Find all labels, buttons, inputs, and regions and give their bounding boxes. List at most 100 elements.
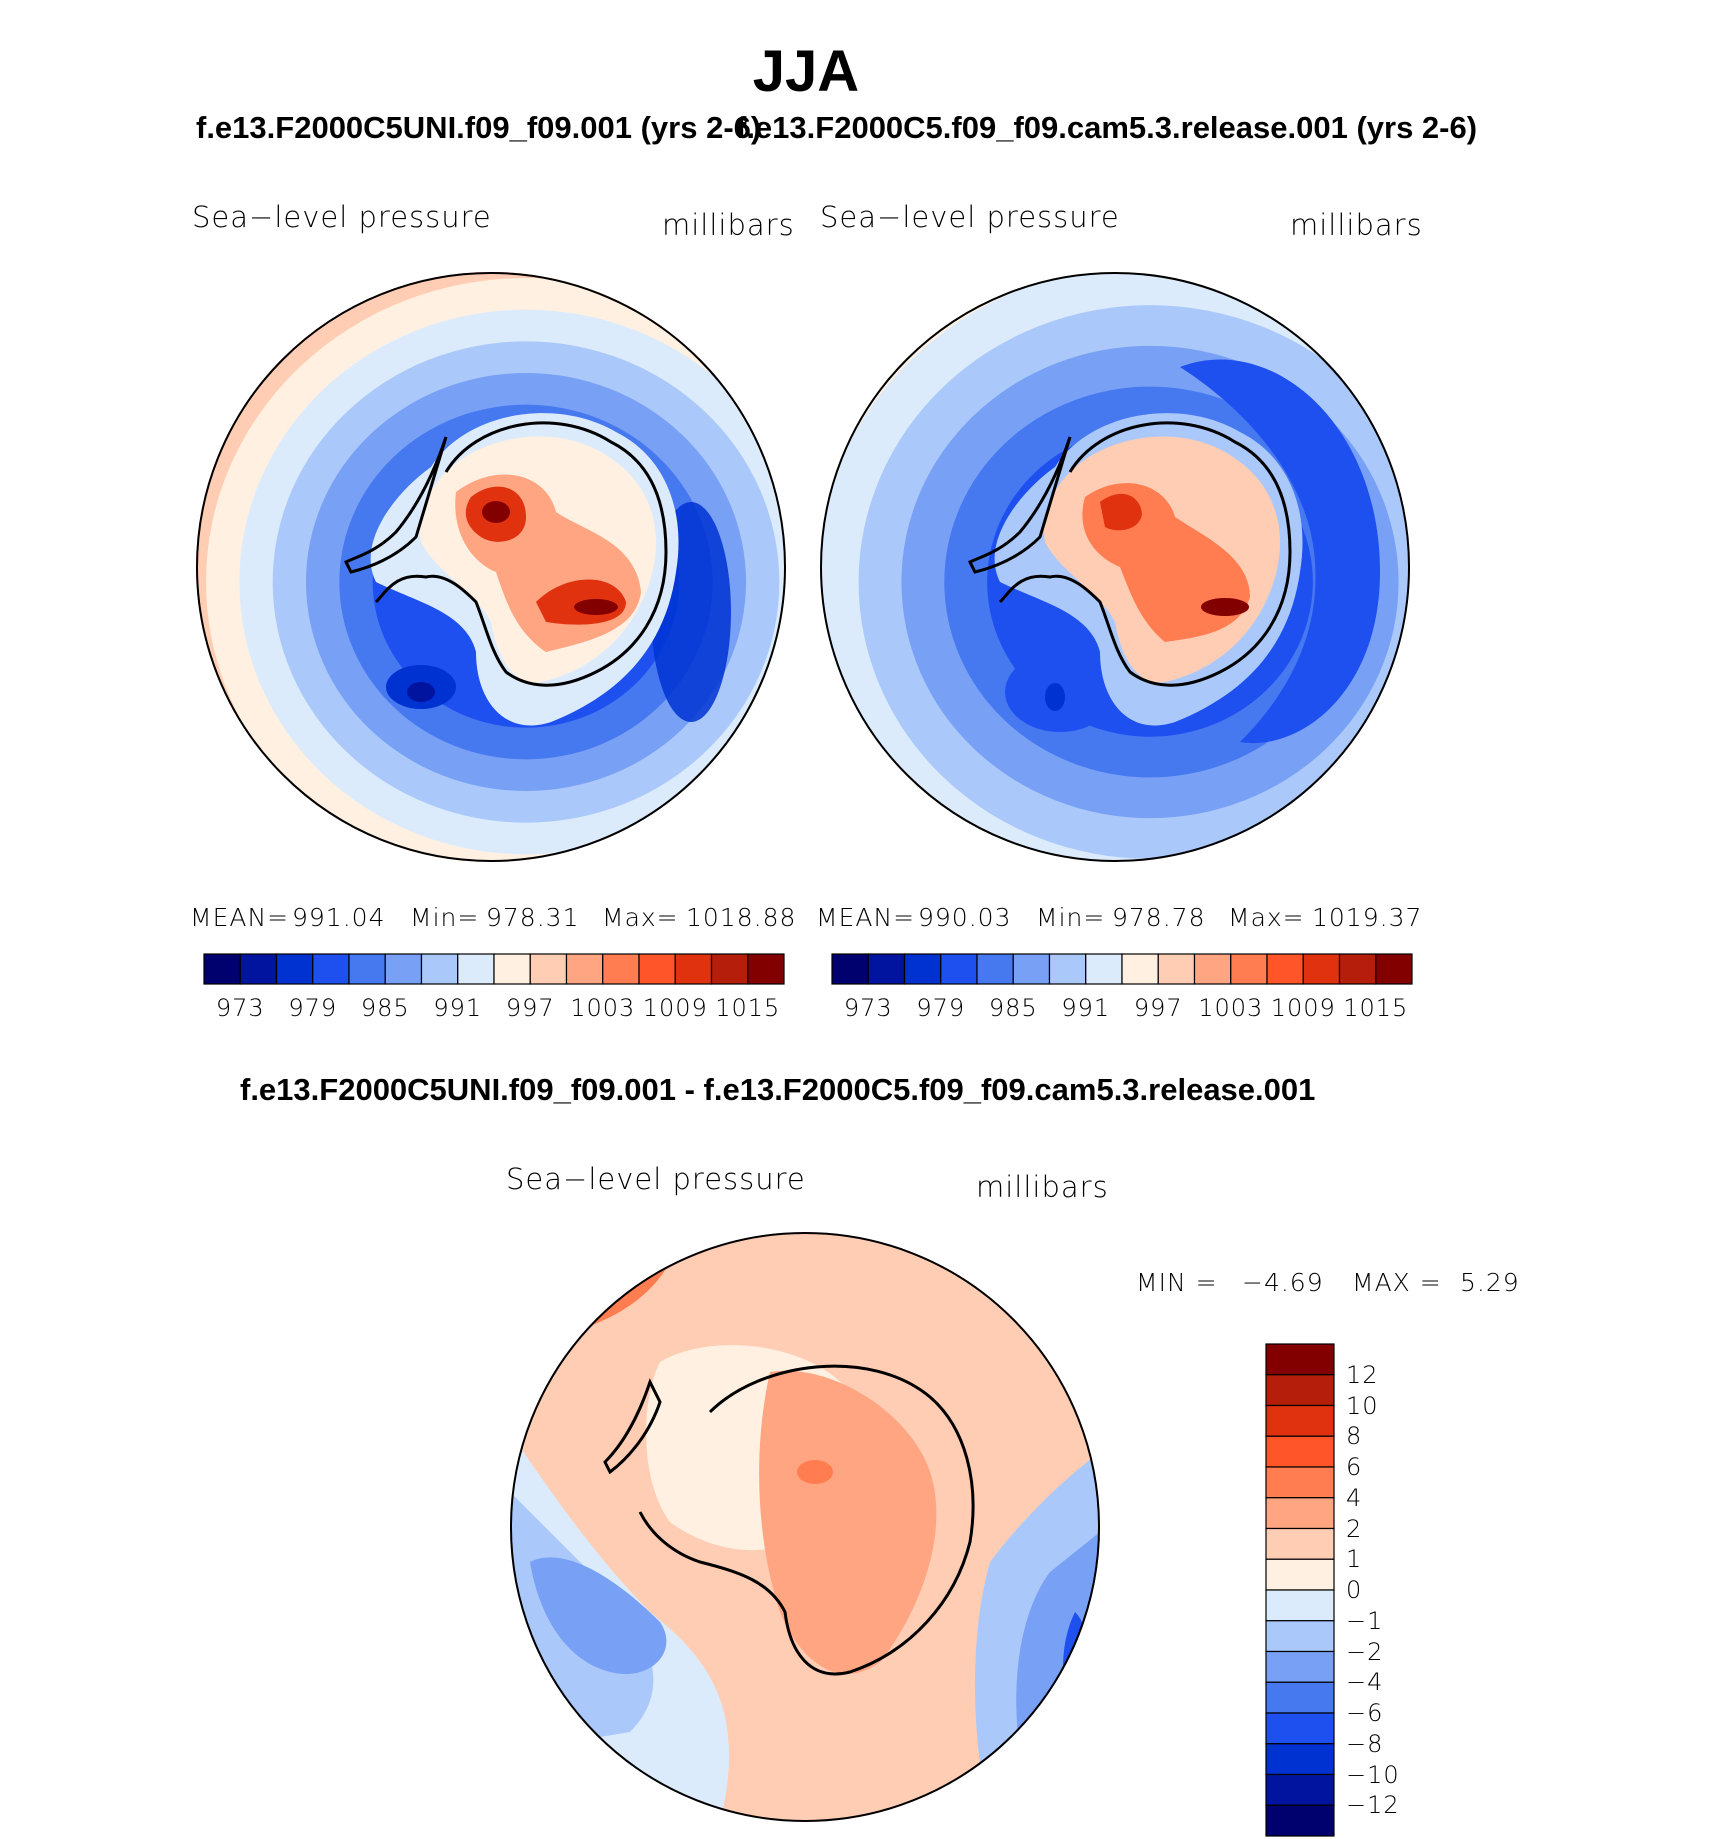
left-high-a-core [482, 501, 510, 523]
left-colorbar-tick-3: 991 [433, 994, 483, 1022]
diff-colorbar-tick-3: 6 [1346, 1453, 1363, 1481]
diff-colorbar-swatch-7 [1265, 1558, 1335, 1591]
left-units-label: millibars [662, 208, 795, 242]
diff-high-core [797, 1460, 833, 1484]
left-colorbar-swatch-2 [275, 953, 314, 985]
diff-high-continent [759, 1370, 937, 1674]
diff-colorbar [1265, 1343, 1335, 1837]
diff-map [510, 1232, 1100, 1822]
left-colorbar-swatch-12 [638, 953, 676, 985]
diff-colorbar-tick-10: −4 [1346, 1668, 1384, 1697]
diff-max-value: 5.29 [1460, 1268, 1520, 1297]
diff-colorbar-swatch-1 [1265, 1374, 1335, 1407]
left-colorbar-swatch-9 [529, 953, 568, 985]
diff-colorbar-tick-5: 2 [1346, 1514, 1363, 1543]
diff-min-value: −4.69 [1242, 1268, 1324, 1297]
diff-colorbar-swatch-9 [1265, 1620, 1335, 1653]
diff-colorbar-tick-8: −1 [1346, 1606, 1384, 1635]
right-low-ross-core [1045, 683, 1065, 711]
diff-colorbar-swatch-13 [1265, 1743, 1335, 1776]
right-colorbar-swatch-10 [1193, 953, 1232, 985]
left-colorbar-tick-2: 985 [360, 994, 410, 1022]
right-colorbar-swatch-2 [903, 953, 942, 985]
page-title: JJA [752, 39, 860, 104]
diff-coastline-peninsula [603, 1378, 662, 1475]
right-colorbar-tick-3: 991 [1061, 994, 1111, 1022]
diff-colorbar-swatch-8 [1265, 1589, 1335, 1622]
diff-colorbar-swatch-4 [1265, 1466, 1335, 1499]
left-colorbar-swatch-10 [565, 953, 604, 985]
right-colorbar-swatch-1 [867, 953, 906, 985]
diff-panel-title: f.e13.F2000C5UNI.f09_f09.001 - f.e13.F20… [240, 1072, 1316, 1107]
right-colorbar-tick-6: 1009 [1270, 994, 1336, 1022]
right-min-label: Min= [1036, 903, 1106, 932]
diff-colorbar-swatch-6 [1265, 1527, 1335, 1560]
left-min-label: Min= [410, 903, 480, 932]
diff-colorbar-tick-13: −10 [1346, 1760, 1400, 1789]
right-high-b-core [1201, 598, 1249, 616]
left-colorbar-swatch-4 [348, 953, 386, 985]
right-coastline [998, 421, 1292, 687]
left-colorbar-swatch-8 [493, 953, 531, 985]
right-mean-value: 990.03 [918, 903, 1012, 932]
diff-colorbar-swatch-11 [1265, 1681, 1335, 1714]
left-colorbar-swatch-6 [420, 953, 459, 985]
right-low-east [1180, 359, 1380, 744]
left-variable-label: Sea−level pressure [192, 200, 492, 234]
left-panel-title: f.e13.F2000C5UNI.f09_f09.001 (yrs 2-6) [196, 110, 762, 145]
right-variable-label: Sea−level pressure [820, 200, 1120, 234]
right-colorbar-tick-4: 997 [1133, 994, 1183, 1022]
left-mean-label: MEAN= [190, 903, 290, 932]
left-colorbar-swatch-3 [312, 953, 350, 985]
left-colorbar-swatch-15 [747, 953, 785, 985]
right-colorbar-swatch-5 [1012, 953, 1051, 985]
diff-colorbar-tick-9: −2 [1346, 1637, 1384, 1666]
left-colorbar-swatch-1 [239, 953, 278, 985]
right-colorbar-swatch-12 [1266, 953, 1304, 985]
left-colorbar-swatch-0 [203, 953, 241, 985]
right-colorbar-swatch-14 [1338, 953, 1377, 985]
right-map [820, 272, 1410, 862]
right-colorbar-swatch-9 [1157, 953, 1196, 985]
left-colorbar-tick-6: 1009 [642, 994, 708, 1022]
diff-colorbar-tick-11: −6 [1346, 1699, 1384, 1727]
diff-colorbar-swatch-5 [1265, 1497, 1335, 1530]
right-colorbar-swatch-15 [1375, 953, 1413, 985]
left-colorbar-tick-1: 979 [288, 994, 338, 1022]
right-colorbar-swatch-11 [1230, 953, 1268, 985]
diff-variable-label: Sea−level pressure [506, 1162, 806, 1196]
left-max-value: 1018.88 [686, 903, 797, 932]
right-colorbar-swatch-13 [1302, 953, 1341, 985]
diff-colorbar-swatch-2 [1265, 1404, 1335, 1437]
right-colorbar-swatch-8 [1121, 953, 1159, 985]
left-colorbar-swatch-11 [602, 953, 640, 985]
left-colorbar-tick-0: 973 [215, 994, 265, 1022]
left-map [196, 272, 786, 862]
diff-colorbar-swatch-14 [1265, 1773, 1335, 1806]
left-coastline-peninsula [343, 436, 448, 574]
left-colorbar-tick-5: 1003 [570, 994, 636, 1022]
left-colorbar-tick-7: 1015 [715, 994, 781, 1022]
right-max-label: Max= [1228, 903, 1305, 932]
diff-colorbar-tick-7: 0 [1346, 1576, 1363, 1604]
left-min-value: 978.31 [486, 903, 580, 932]
left-colorbar-swatch-13 [674, 953, 713, 985]
left-mean-value: 991.04 [292, 903, 386, 932]
left-max-label: Max= [602, 903, 679, 932]
diff-max-label: MAX = [1352, 1268, 1442, 1297]
diff-colorbar-tick-0: 12 [1346, 1360, 1379, 1389]
diff-colorbar-tick-4: 4 [1346, 1483, 1363, 1512]
diff-colorbar-tick-12: −8 [1346, 1729, 1384, 1758]
diff-colorbar-tick-2: 8 [1346, 1422, 1363, 1451]
left-colorbar [203, 953, 785, 985]
diff-units-label: millibars [976, 1170, 1109, 1204]
diff-colorbar-swatch-3 [1265, 1435, 1335, 1468]
left-high-b-core [574, 599, 618, 615]
right-colorbar-tick-1: 979 [916, 994, 966, 1022]
right-colorbar-swatch-7 [1085, 953, 1123, 985]
right-colorbar-swatch-4 [976, 953, 1014, 985]
diff-colorbar-swatch-15 [1265, 1804, 1335, 1837]
left-colorbar-swatch-5 [384, 953, 423, 985]
right-colorbar-swatch-6 [1048, 953, 1087, 985]
right-colorbar-tick-0: 973 [843, 994, 893, 1022]
